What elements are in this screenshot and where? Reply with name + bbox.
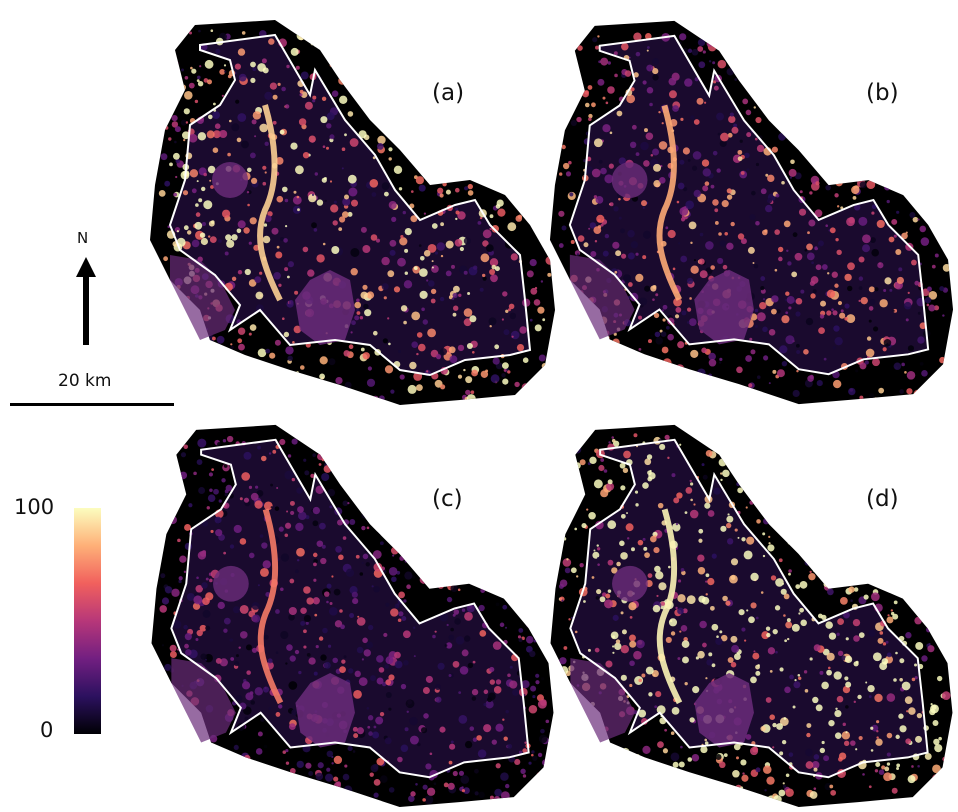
scale-bar bbox=[10, 403, 174, 406]
river-corridor bbox=[257, 104, 283, 302]
region-boundary bbox=[569, 438, 929, 779]
river-corridor bbox=[656, 104, 683, 301]
north-arrow-icon bbox=[76, 257, 96, 345]
study-region-fill bbox=[569, 35, 929, 375]
river-corridor bbox=[656, 508, 683, 705]
map-panel-c bbox=[151, 424, 554, 808]
urban-area bbox=[694, 673, 754, 748]
panel-label-b: (b) bbox=[866, 80, 899, 106]
urban-area bbox=[694, 269, 754, 345]
map-panel-d bbox=[550, 424, 953, 808]
panel-label-c: (c) bbox=[432, 486, 463, 512]
legend-min-label: 0 bbox=[40, 718, 54, 742]
urban-area bbox=[570, 658, 635, 743]
urban-area bbox=[170, 255, 235, 340]
study-region-fill bbox=[170, 35, 530, 375]
river-corridor bbox=[257, 508, 284, 705]
region-boundary bbox=[170, 438, 530, 779]
urban-area bbox=[612, 565, 648, 602]
legend-max-label: 100 bbox=[14, 495, 55, 519]
urban-area bbox=[295, 673, 355, 748]
urban-area bbox=[171, 658, 236, 743]
urban-area bbox=[611, 162, 648, 199]
map-panel-b bbox=[549, 20, 954, 405]
region-boundary bbox=[568, 34, 930, 376]
panel-label-d: (d) bbox=[866, 486, 899, 512]
panel-label-a: (a) bbox=[432, 80, 465, 106]
map-panel-a bbox=[150, 20, 555, 405]
urban-area bbox=[212, 162, 248, 198]
region-boundary bbox=[168, 33, 532, 377]
legend-colorbar bbox=[74, 508, 101, 734]
urban-area bbox=[213, 565, 249, 602]
scale-bar-label: 20 km bbox=[58, 371, 112, 391]
urban-area bbox=[569, 254, 635, 340]
urban-area bbox=[295, 270, 355, 345]
north-label: N bbox=[77, 229, 89, 247]
